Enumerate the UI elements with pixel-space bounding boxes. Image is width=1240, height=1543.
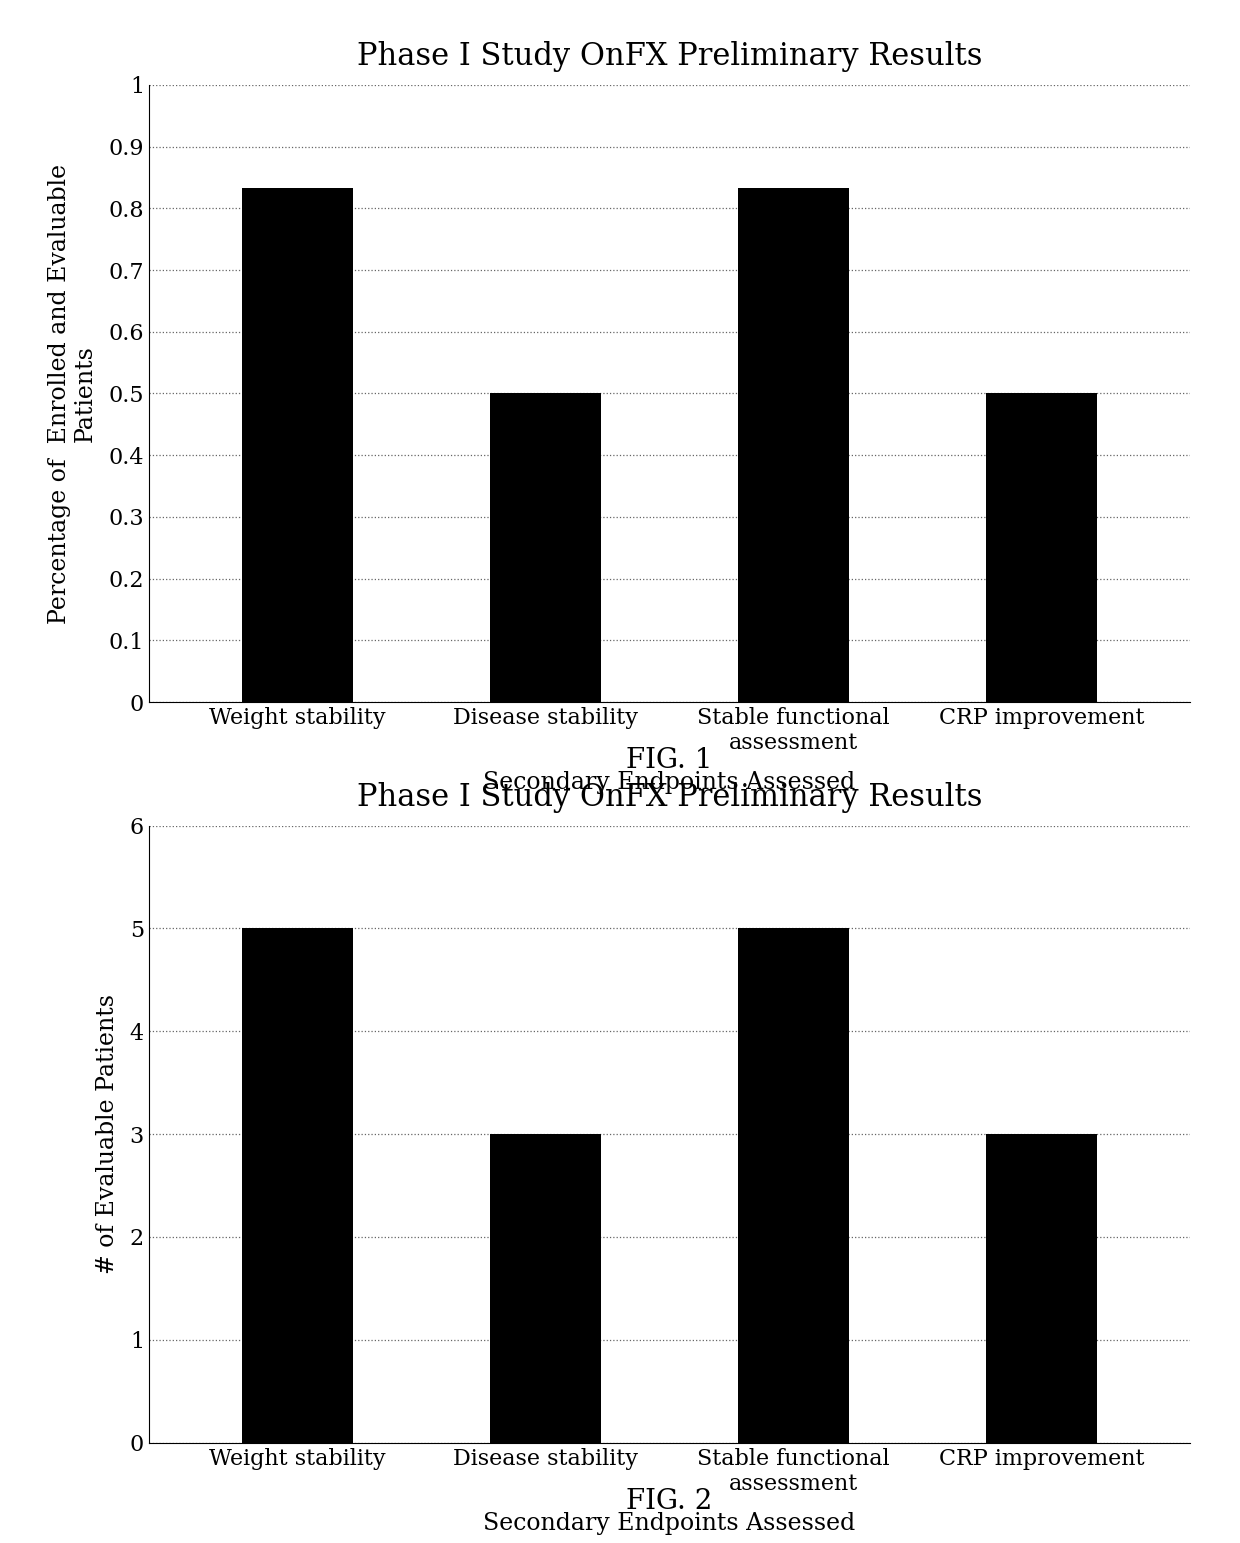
Y-axis label: Percentage of  Enrolled and Evaluable
Patients: Percentage of Enrolled and Evaluable Pat… (47, 164, 97, 623)
Bar (242, 929, 353, 1443)
Title: Phase I Study OnFX Preliminary Results: Phase I Study OnFX Preliminary Results (357, 42, 982, 73)
Bar (738, 188, 849, 702)
Text: FIG. 1: FIG. 1 (626, 747, 713, 775)
Y-axis label: # of Evaluable Patients: # of Evaluable Patients (95, 994, 119, 1275)
Bar (986, 393, 1097, 702)
X-axis label: Secondary Endpoints Assessed: Secondary Endpoints Assessed (484, 772, 856, 795)
Bar (738, 929, 849, 1443)
Text: FIG. 2: FIG. 2 (626, 1487, 713, 1515)
X-axis label: Secondary Endpoints Assessed: Secondary Endpoints Assessed (484, 1512, 856, 1535)
Bar (490, 393, 601, 702)
Bar (986, 1134, 1097, 1443)
Bar (242, 188, 353, 702)
Title: Phase I Study OnFX Preliminary Results: Phase I Study OnFX Preliminary Results (357, 782, 982, 813)
Bar (490, 1134, 601, 1443)
